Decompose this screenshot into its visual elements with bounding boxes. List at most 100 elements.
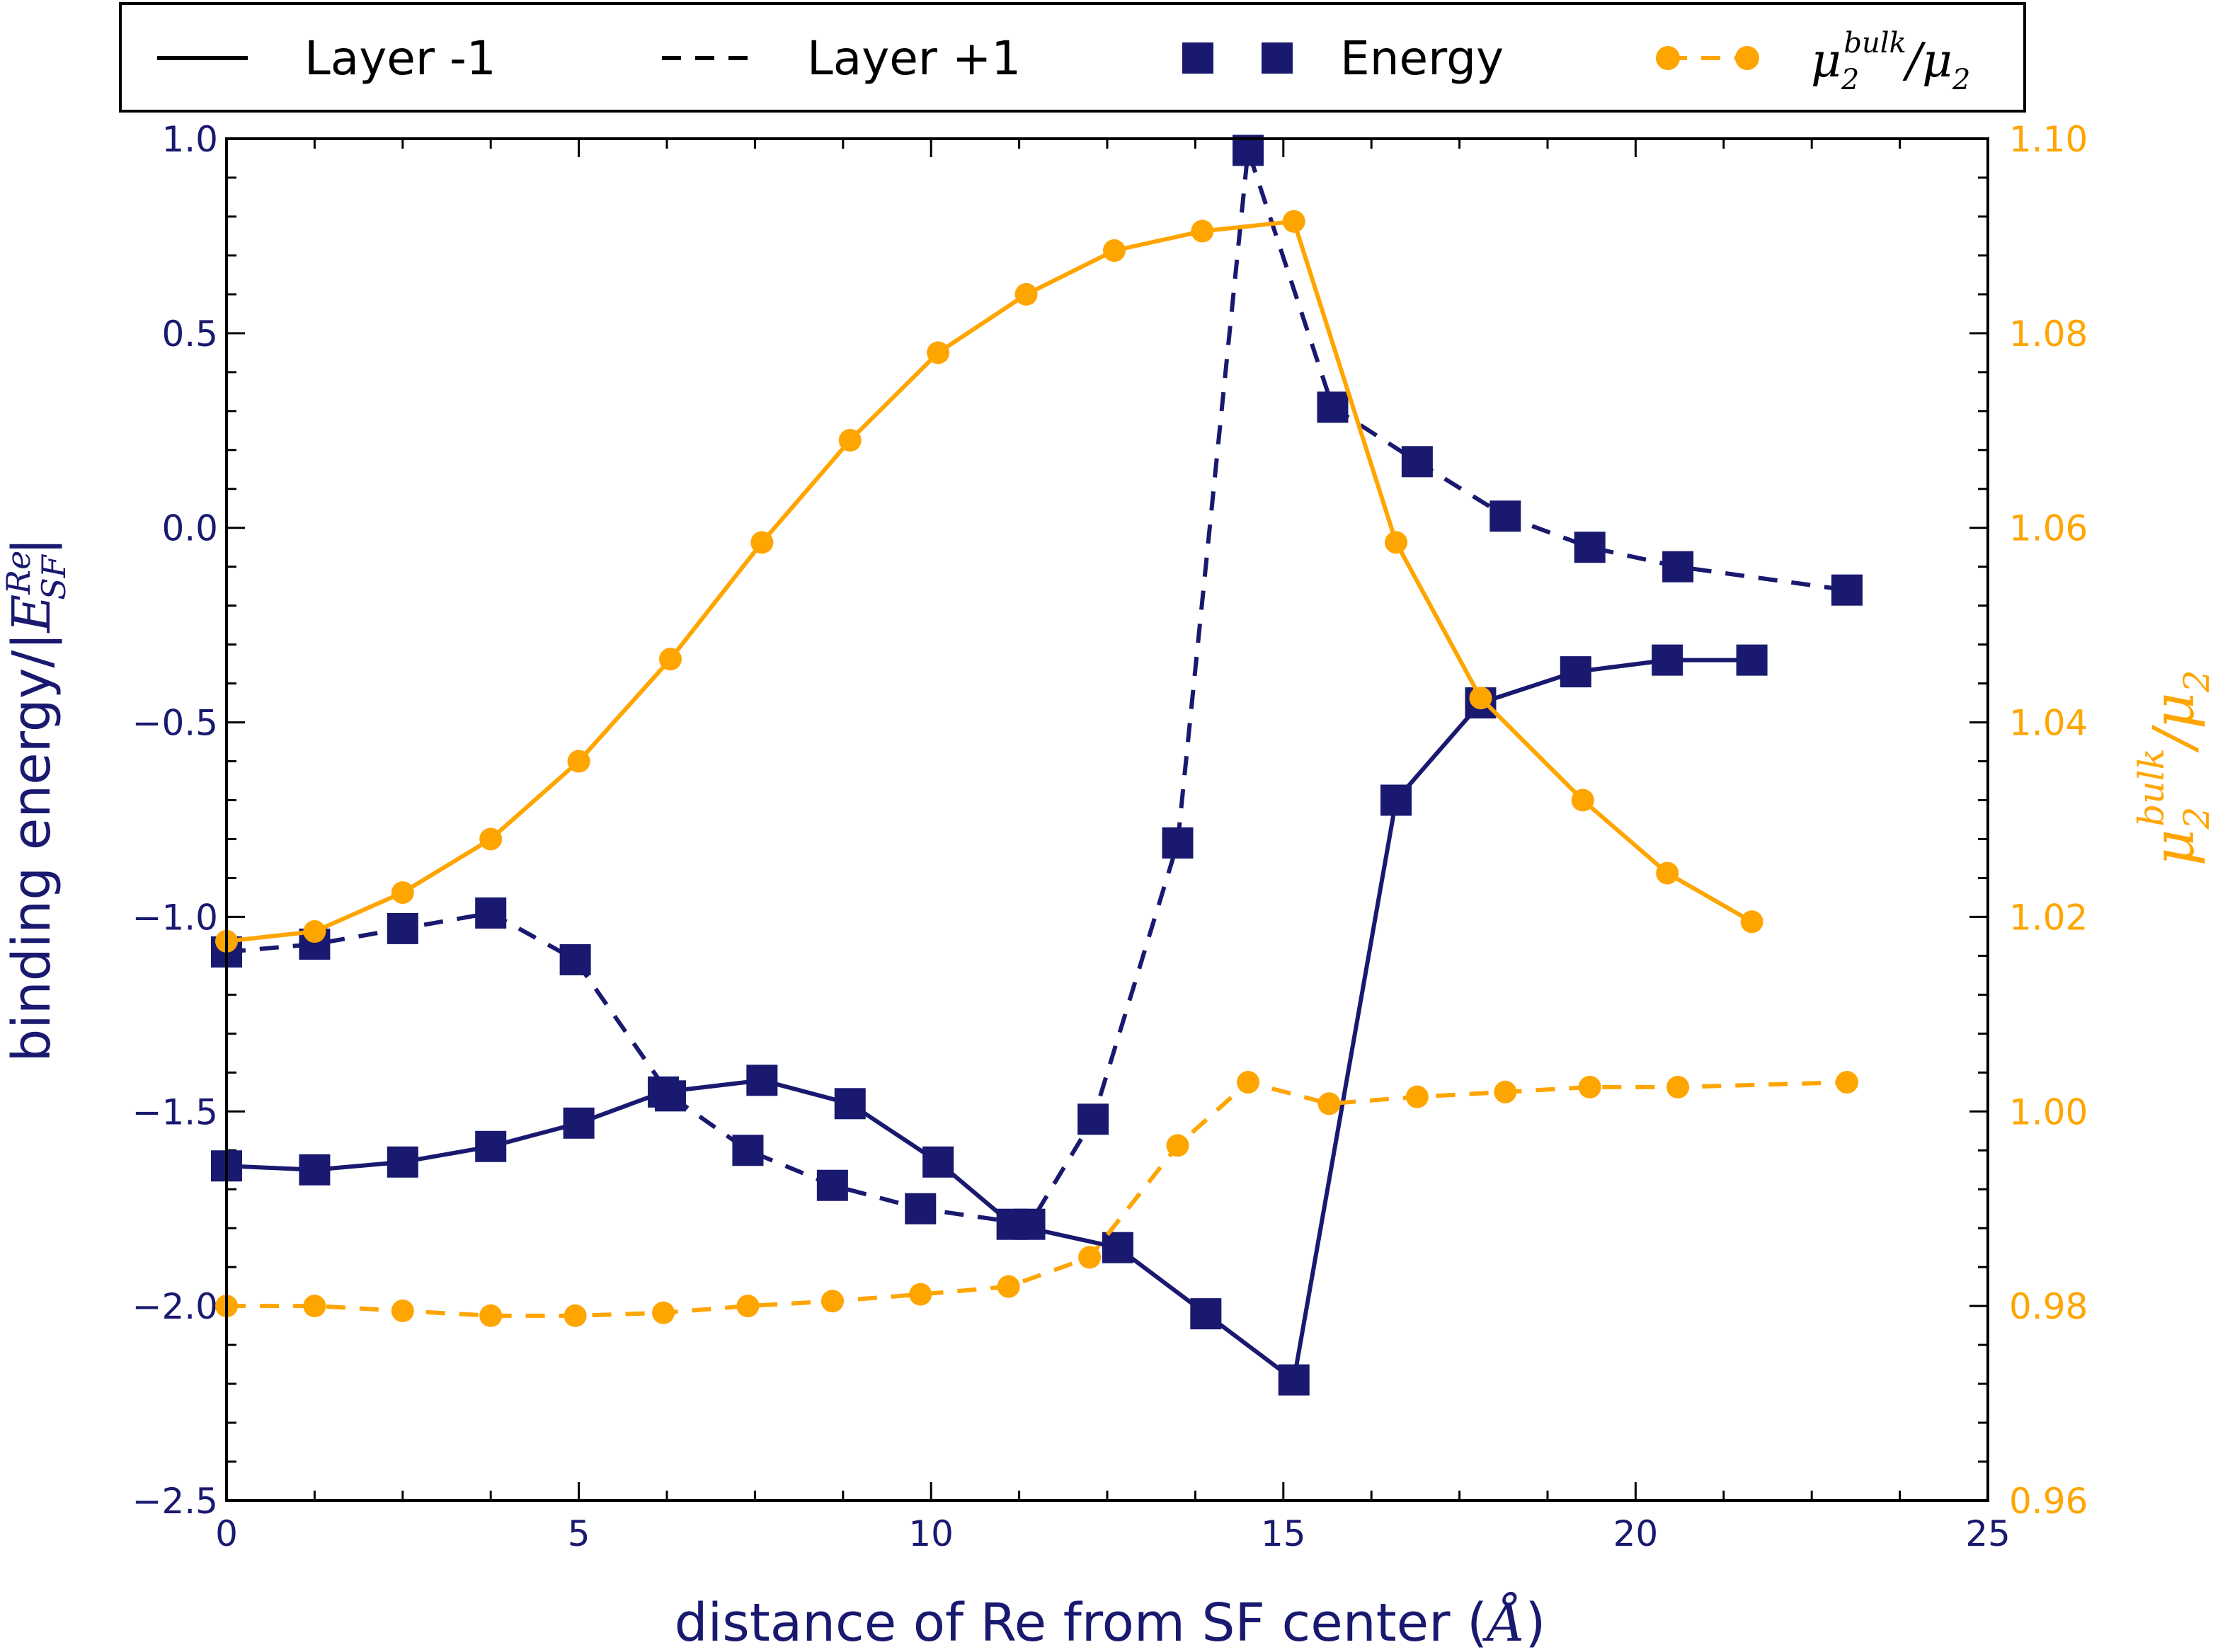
y2-tick-label: 1.00 — [2009, 1091, 2088, 1132]
energy-marker — [1662, 551, 1694, 583]
y-axis-label: binding energy/|EReSF| — [0, 537, 73, 1062]
mu-marker — [1571, 788, 1594, 812]
mu-marker — [479, 1304, 503, 1327]
plot-frame — [225, 137, 1989, 1502]
energy-marker — [387, 912, 418, 944]
plot-border — [225, 137, 1989, 1502]
mu-marker — [1014, 282, 1038, 306]
axes: 0 5 10 15 20 25 1.0 0.5 0.0 −0.5 −1.0 −1.5 −2.0 −2.5 1… — [132, 119, 2088, 1554]
y2-tick-label: 1.06 — [2009, 508, 2088, 549]
x-tick-label: 10 — [908, 1513, 954, 1554]
energy-marker — [1380, 784, 1412, 816]
mu-marker — [927, 341, 950, 365]
y-tick-label: −1.0 — [132, 897, 218, 938]
mu-marker — [997, 1275, 1020, 1298]
mu-marker — [1317, 1092, 1341, 1115]
mu-marker — [736, 1295, 760, 1318]
series-layer — [211, 134, 1863, 1396]
energy-marker — [922, 1146, 954, 1178]
y-tick-label: −2.5 — [132, 1481, 218, 1522]
mu-marker — [1835, 1071, 1858, 1094]
legend-mu-marker-2 — [1735, 46, 1759, 70]
y2-tick-label: 1.08 — [2009, 314, 2088, 355]
mu-marker — [1578, 1075, 1601, 1099]
mu-marker — [303, 1295, 326, 1318]
y2-tick-label: 1.04 — [2009, 703, 2088, 744]
mu-marker — [479, 827, 503, 851]
energy-marker — [1831, 574, 1863, 606]
mu-marker — [909, 1283, 932, 1306]
x-tick-label: 25 — [1965, 1513, 2011, 1554]
energy-marker — [1489, 500, 1521, 532]
y2-axis-label-mu-2: μ — [2141, 692, 2207, 729]
energy-marker — [1162, 827, 1194, 859]
x-axis-label-text: distance of Re from SF center ( — [675, 1593, 1487, 1652]
mu-marker — [564, 1304, 587, 1327]
mu-marker — [820, 1290, 844, 1313]
y-axis-label-sup: Re — [0, 551, 38, 595]
mu-marker — [1102, 239, 1126, 263]
energy-marker — [1102, 1232, 1133, 1263]
x-tick-label: 0 — [215, 1513, 238, 1554]
energy-marker — [732, 1135, 764, 1166]
y2-axis-label-sup: bulk — [2131, 748, 2172, 827]
y2-axis-label-sub-2: 2 — [2176, 670, 2213, 693]
mu-marker — [658, 648, 682, 671]
y-tick-label: −2.0 — [132, 1286, 218, 1327]
mu-marker — [838, 429, 862, 452]
y2-tick-label: 1.10 — [2009, 119, 2088, 160]
legend-mu-marker-1 — [1656, 46, 1680, 70]
x-axis-label-unit: Å — [1482, 1591, 1525, 1652]
energy-marker — [816, 1169, 848, 1201]
y2-tick-label: 1.02 — [2009, 897, 2088, 938]
energy-marker — [1652, 644, 1683, 676]
energy-marker — [905, 1193, 937, 1224]
mu-marker — [1166, 1134, 1189, 1157]
legend-energy-marker-1 — [1182, 42, 1213, 74]
y2-tick-label: 0.98 — [2009, 1286, 2088, 1327]
x-axis-label-close: ) — [1525, 1593, 1545, 1652]
legend-label-mu-ratio: μ2bulk/μ2 — [1811, 27, 1970, 96]
mu-marker — [1191, 219, 1214, 243]
series-line-2 — [226, 219, 1754, 943]
mu-marker — [1740, 910, 1763, 934]
y-axis-label-close: | — [1, 537, 62, 555]
energy-marker — [563, 1107, 595, 1139]
energy-marker — [1190, 1298, 1222, 1330]
mu-marker — [1469, 687, 1492, 710]
y-tick-label: −0.5 — [132, 703, 218, 744]
energy-marker — [654, 1080, 686, 1112]
mu-marker — [1666, 1075, 1690, 1099]
y-tick-label: 0.5 — [161, 314, 218, 355]
legend-energy-marker-2 — [1262, 42, 1293, 74]
y2-axis-label: μ2bulk/μ2 — [2131, 670, 2213, 866]
x-tick-label: 20 — [1613, 1513, 1659, 1554]
x-tick-label: 5 — [568, 1513, 590, 1554]
mu-marker — [1656, 861, 1679, 885]
mu-marker — [1494, 1080, 1517, 1103]
mu-marker — [1078, 1246, 1102, 1269]
energy-marker — [1401, 446, 1433, 478]
mu-marker — [1405, 1085, 1429, 1108]
y2-tick-label: 0.96 — [2009, 1481, 2088, 1522]
y-tick-label: 0.0 — [161, 508, 218, 549]
energy-marker — [1736, 644, 1768, 676]
mu-marker — [750, 531, 774, 554]
energy-marker — [299, 1154, 331, 1186]
mu-marker — [391, 1300, 414, 1323]
legend-label-layer-minus: Layer -1 — [304, 31, 496, 86]
y-axis-label-sub: SF — [35, 553, 73, 600]
energy-marker — [387, 1146, 418, 1178]
y2-axis-label-sub: 2 — [2176, 807, 2213, 830]
energy-marker — [1317, 391, 1349, 423]
x-axis-label: distance of Re from SF center (Å) — [675, 1591, 1546, 1652]
mu-marker — [1282, 210, 1305, 233]
energy-marker — [1574, 532, 1606, 563]
mu-marker — [1237, 1071, 1260, 1094]
energy-marker — [834, 1088, 866, 1120]
energy-marker — [1014, 1208, 1046, 1240]
mu-marker — [567, 750, 590, 773]
legend-label-energy: Energy — [1340, 31, 1504, 86]
x-tick-label: 15 — [1261, 1513, 1306, 1554]
